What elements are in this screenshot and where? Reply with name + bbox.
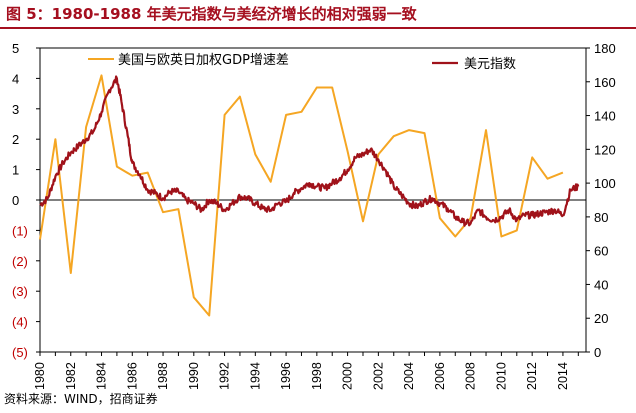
right-axis-tick-label: 0 <box>594 345 601 360</box>
x-axis-tick-label: 1998 <box>310 362 324 390</box>
x-axis-tick-label: 2012 <box>525 362 539 390</box>
x-axis-tick-label: 1982 <box>64 362 78 390</box>
left-axis-tick-label: 0 <box>12 193 19 208</box>
left-axis-tick-label: 4 <box>12 71 19 86</box>
right-axis-tick-label: 80 <box>594 210 608 225</box>
left-axis-tick-label: 2 <box>12 132 19 147</box>
x-axis-tick-label: 1994 <box>248 362 262 390</box>
right-axis-tick-label: 60 <box>594 244 608 259</box>
left-axis-tick-label: 3 <box>12 102 19 117</box>
right-axis-tick-label: 140 <box>594 109 616 124</box>
x-axis-tick-label: 1980 <box>33 362 47 390</box>
left-axis-tick-label: (1) <box>12 223 28 238</box>
left-axis-tick-label: (2) <box>12 254 28 269</box>
chart: 5 4 3 2 1 0 (1) (2) (3) (4) (5) 180 160 140 120 100 80 6… <box>12 41 616 390</box>
right-axis-tick-label: 180 <box>594 41 616 56</box>
x-axis-tick-label: 2010 <box>494 362 508 390</box>
x-axis-tick-label: 1988 <box>156 362 170 390</box>
x-axis-tick-label: 2014 <box>556 362 570 390</box>
series-lines <box>39 74 580 317</box>
x-axis-tick-label: 2002 <box>371 362 385 390</box>
x-axis-tick-label: 2000 <box>341 362 355 390</box>
right-axis-tick-labels: 180 160 140 120 100 80 60 40 20 0 <box>594 41 616 360</box>
x-axis-tick-label: 1986 <box>125 362 139 390</box>
right-axis-tick-label: 20 <box>594 311 608 326</box>
right-axis-tick-label: 160 <box>594 75 616 90</box>
x-axis-tick-label: 1984 <box>95 362 109 390</box>
figure-title: 图 5：1980-1988 年美元指数与美经济增长的相对强弱一致 <box>6 5 417 23</box>
gdp-diff-series-line <box>39 74 564 317</box>
legend-label-gdp-diff: 美国与欧英日加权GDP增速差 <box>118 52 289 68</box>
left-axis-tick-label: (5) <box>12 345 28 360</box>
legend-label-usd-index: 美元指数 <box>464 57 516 72</box>
x-axis-tick-label: 2006 <box>433 362 447 390</box>
x-axis-tick-label: 2004 <box>402 362 416 390</box>
left-axis-tick-label: (4) <box>12 315 28 330</box>
right-axis-tick-label: 100 <box>594 176 616 191</box>
x-axis-tick-label: 1996 <box>279 362 293 390</box>
x-axis-tick-labels: 1980 1982 1984 1986 1988 1990 1992 1994 1996 1998… <box>33 362 570 390</box>
axis-ticks <box>36 47 590 356</box>
x-axis-tick-label: 2008 <box>464 362 478 390</box>
x-axis-tick-label: 1990 <box>187 362 201 390</box>
legend: 美国与欧英日加权GDP增速差 美元指数 <box>88 52 516 72</box>
left-axis-tick-label: (3) <box>12 284 28 299</box>
usd-index-series-line <box>39 75 580 227</box>
left-axis-tick-label: 1 <box>12 163 19 178</box>
left-axis-tick-label: 5 <box>12 41 19 56</box>
left-axis-tick-labels: 5 4 3 2 1 0 (1) (2) (3) (4) (5) <box>12 41 28 360</box>
title-rule <box>0 27 636 29</box>
x-axis-tick-label: 1992 <box>218 362 232 390</box>
right-axis-tick-label: 40 <box>594 277 608 292</box>
right-axis-tick-label: 120 <box>594 142 616 157</box>
source-note: 资料来源：WIND，招商证券 <box>4 392 158 406</box>
